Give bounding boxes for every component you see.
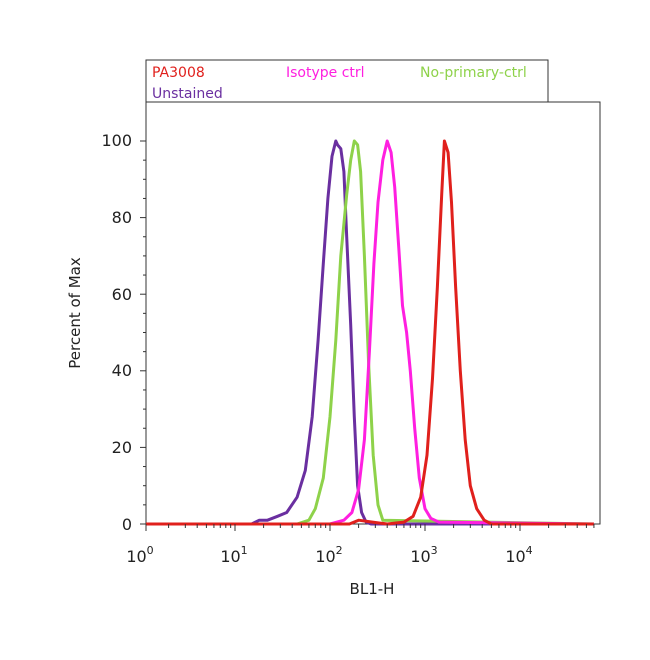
x-tick-label: 101 — [220, 544, 247, 566]
y-tick-label: 40 — [112, 361, 132, 380]
x-tick-label: 104 — [505, 544, 532, 566]
x-tick-label: 103 — [410, 544, 437, 566]
y-tick-label: 0 — [122, 515, 132, 534]
series-layer — [146, 139, 594, 526]
legend-entry-label: Unstained — [152, 86, 223, 102]
x-axis: 100 101 102 103 104 — [126, 544, 532, 566]
legend: PA3008 Isotype ctrl No-primary-ctrl Unst… — [145, 59, 549, 103]
series-line-pa3008 — [146, 139, 594, 526]
y-tick-label: 20 — [112, 438, 132, 457]
legend-entry-label: PA3008 — [152, 65, 205, 81]
axis-ticks — [140, 140, 595, 531]
x-tick-label: 100 — [126, 544, 153, 566]
x-tick-label: 102 — [315, 544, 342, 566]
y-tick-label: 100 — [101, 131, 132, 150]
y-axis-title: Percent of Max — [66, 257, 84, 369]
legend-entry-label: Isotype ctrl — [286, 65, 365, 81]
y-tick-label: 60 — [112, 285, 132, 304]
series-line-isotype-ctrl — [146, 139, 594, 526]
series-line-no-primary-ctrl — [146, 139, 594, 526]
x-axis-title: BL1-H — [350, 580, 395, 598]
y-tick-label: 80 — [112, 208, 132, 227]
y-axis: 0 20 40 60 80 100 — [101, 131, 132, 534]
legend-entry-label: No-primary-ctrl — [420, 65, 527, 81]
legend-box — [145, 59, 549, 103]
